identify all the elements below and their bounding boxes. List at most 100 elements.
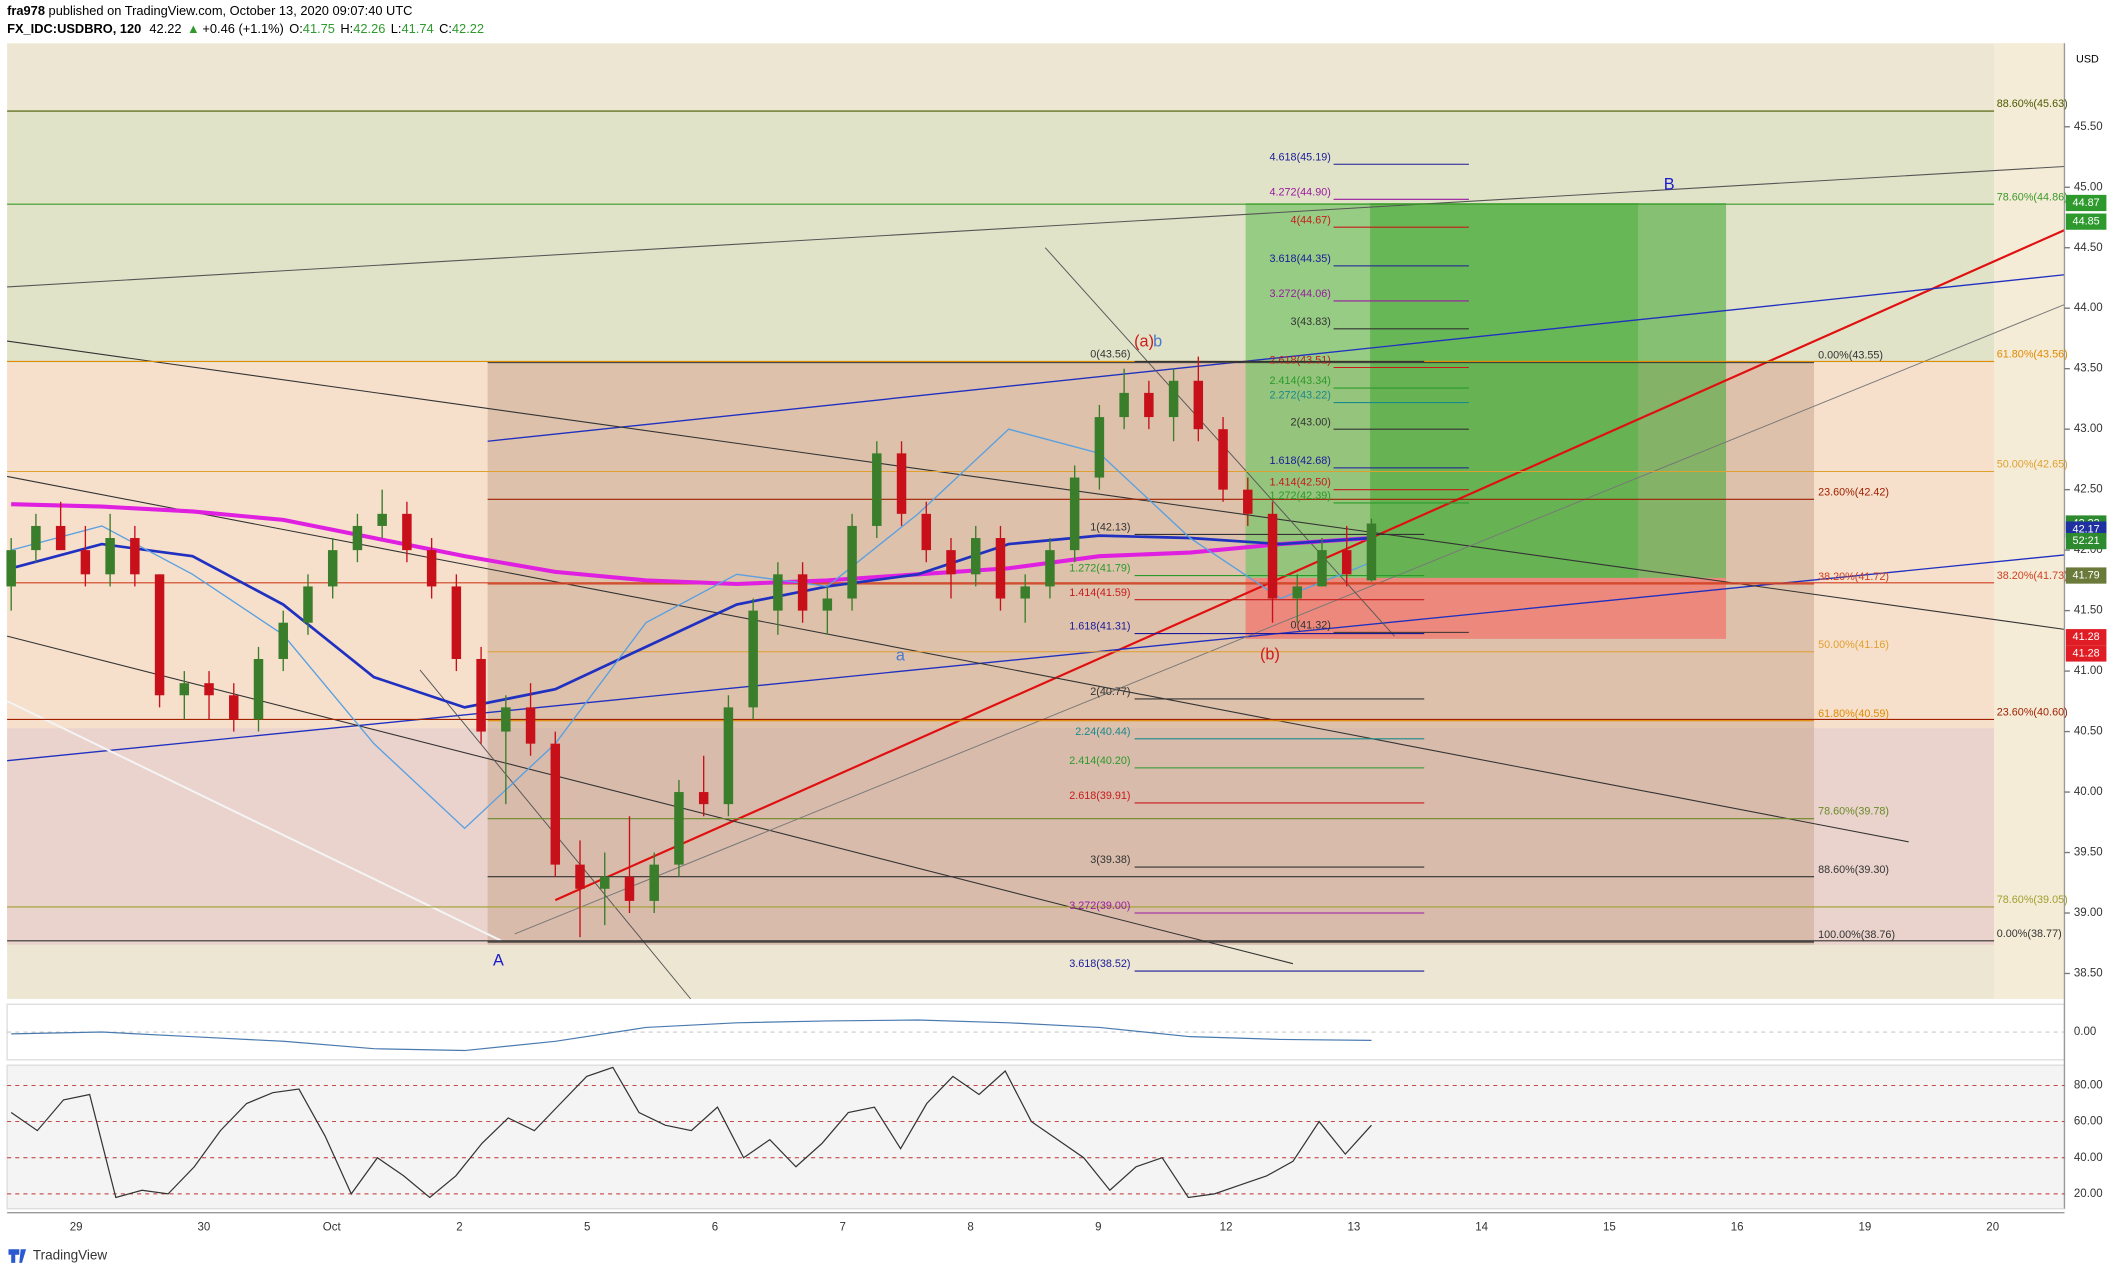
- candle-body: [229, 695, 239, 720]
- x-tick-label: 14: [1475, 1222, 1488, 1234]
- rsi-panel: [6, 1064, 2066, 1210]
- price-label: 44.87: [2073, 197, 2100, 209]
- ohlc-value: 42.26: [353, 21, 385, 36]
- ohlc-key: O:: [289, 21, 303, 36]
- y-tick-label: 43.50: [2074, 363, 2103, 375]
- price-label: 44.85: [2073, 215, 2100, 227]
- candle-body: [698, 792, 709, 805]
- fib-label: 2.618(43.51): [1270, 355, 1331, 367]
- y-tick-label: 45.00: [2074, 181, 2103, 193]
- y-tick-label: 39.00: [2074, 907, 2103, 919]
- trend-line: [7, 475, 1909, 843]
- fib-label: 4.272(44.90): [1270, 186, 1331, 198]
- moving-average: [11, 502, 1372, 587]
- x-tick-label: 7: [840, 1222, 846, 1234]
- candle-body: [1069, 477, 1080, 551]
- fib-label: 0(43.56): [1090, 349, 1130, 361]
- candle-body: [105, 538, 115, 575]
- candle-body: [501, 707, 511, 732]
- symbol: FX_IDC:USDBRO, 120: [7, 21, 141, 36]
- candle-body: [1045, 550, 1055, 587]
- candle-body: [451, 586, 462, 659]
- y-tick-label: 60.00: [2074, 1116, 2103, 1128]
- fib-label: 2(40.77): [1090, 686, 1130, 698]
- candle-body: [426, 550, 437, 587]
- trend-line: [6, 635, 1294, 965]
- fib-label: 3(43.83): [1291, 316, 1331, 328]
- x-tick-label: 30: [198, 1222, 211, 1234]
- candle-body: [550, 743, 561, 865]
- x-tick-label: 5: [584, 1222, 590, 1234]
- candle-body: [995, 538, 1006, 599]
- y-tick-label: 44.00: [2074, 302, 2103, 314]
- candle-body: [872, 453, 882, 526]
- wave-label: (a): [1134, 333, 1154, 351]
- header-publish: fra978 published on TradingView.com, Oct…: [7, 4, 412, 19]
- fib-label: 0(41.32): [1291, 619, 1331, 631]
- ohlc-value: 42.22: [452, 21, 484, 36]
- candle-body: [1119, 392, 1129, 418]
- fib-label: 2.414(43.34): [1270, 375, 1331, 387]
- wave-label: A: [493, 951, 504, 969]
- y-tick-label: 40.00: [2074, 786, 2103, 798]
- wave-label: B: [1664, 176, 1675, 194]
- y-tick-label: 43.00: [2074, 423, 2103, 435]
- candle-body: [1366, 523, 1377, 581]
- fib-label: 3.618(44.35): [1270, 253, 1331, 265]
- fib-label: 1.272(41.79): [1069, 563, 1130, 575]
- fib-label: 1.618(41.31): [1069, 621, 1130, 633]
- trend-line: [7, 340, 2065, 630]
- x-tick-label: 6: [712, 1222, 718, 1234]
- ohlc-key: H:: [340, 21, 353, 36]
- candle-body: [1193, 380, 1204, 430]
- candle-body: [822, 598, 833, 611]
- x-tick-label: 16: [1731, 1222, 1744, 1234]
- change: +0.46 (+1.1%): [202, 21, 283, 36]
- trend-line: [6, 700, 502, 942]
- trend-line: [7, 554, 2065, 762]
- candle-body: [476, 658, 486, 732]
- trend-line: [487, 274, 2065, 442]
- candle-body: [1144, 392, 1154, 418]
- candle-body: [1267, 513, 1278, 599]
- candle-body: [674, 792, 684, 865]
- target-zone: [1370, 203, 1727, 578]
- x-tick-label: 9: [1095, 1222, 1101, 1234]
- price-label-box: [2065, 645, 2107, 662]
- fib-label: 1.414(41.59): [1069, 587, 1130, 599]
- y-tick-label: 45.50: [2074, 121, 2103, 133]
- fib-label: 4.618(45.19): [1270, 151, 1331, 163]
- publish-info: published on TradingView.com, October 13…: [45, 4, 412, 19]
- last-price: 42.22: [149, 21, 181, 36]
- fib-label: 61.80%(40.59): [1818, 708, 1889, 720]
- fib-label: 50.00%(42.65): [1997, 459, 2068, 471]
- candle-body: [575, 864, 585, 889]
- wave-label: b: [1153, 333, 1162, 351]
- fib-label: 2(43.00): [1291, 416, 1331, 428]
- ohlc: O:41.75 H:42.26 L:41.74 C:42.22: [289, 21, 484, 36]
- y-tick-label: 41.00: [2074, 665, 2103, 677]
- fib-label: 0.00%(43.55): [1818, 350, 1883, 362]
- x-tick-label: 12: [1220, 1222, 1233, 1234]
- user: fra978: [7, 4, 45, 19]
- price-label-box: [2065, 567, 2107, 584]
- y-tick-label: 0.00: [2074, 1026, 2096, 1038]
- fib-label: 100.00%(38.76): [1818, 929, 1895, 941]
- y-tick-label: 20.00: [2074, 1188, 2103, 1200]
- fib-label: 3.272(39.00): [1069, 900, 1130, 912]
- ohlc-value: 41.75: [303, 21, 335, 36]
- price-label: 42.17: [2073, 523, 2100, 535]
- price-label: 41.28: [2073, 647, 2100, 659]
- fib-label: 1.414(42.50): [1270, 477, 1331, 489]
- candle-body: [847, 525, 857, 599]
- candle-body: [748, 610, 758, 708]
- price-label: 41.28: [2073, 631, 2100, 643]
- fib-label: 1.618(42.68): [1270, 455, 1331, 467]
- price-label-box: [2065, 213, 2107, 230]
- wave-label: a: [896, 647, 906, 665]
- change-arrow: ▲: [187, 21, 200, 36]
- x-tick-label: 19: [1859, 1222, 1872, 1234]
- candle-body: [1218, 429, 1228, 490]
- fib-label: 38.20%(41.72): [1818, 571, 1889, 583]
